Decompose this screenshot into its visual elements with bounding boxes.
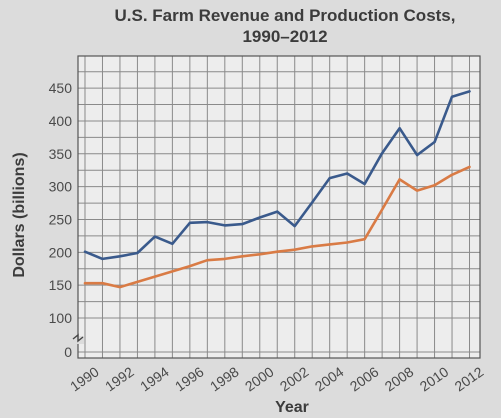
y-tick-label: 350 <box>49 146 73 162</box>
y-tick-label: 450 <box>49 80 73 96</box>
plot-background <box>78 56 480 358</box>
x-tick-label: 1994 <box>137 363 172 394</box>
x-tick-label: 1998 <box>207 363 242 394</box>
chart-title-line-1: U.S. Farm Revenue and Production Costs, <box>114 6 456 25</box>
x-tick-label: 2000 <box>242 363 277 394</box>
x-tick-label: 1996 <box>172 363 207 394</box>
x-tick-labels: 1990 1992 1994 1996 1998 2000 2002 2004 2006 2008… <box>67 363 486 394</box>
grid-lines <box>77 55 481 359</box>
series-line-2 <box>83 165 471 289</box>
x-tick-label: 2006 <box>347 363 382 394</box>
y-tick-label: 150 <box>49 277 73 293</box>
x-tick-label: 2010 <box>417 363 452 394</box>
y-tick-labels: 0 100 150 200 250 300 350 400 450 <box>49 80 73 360</box>
x-tick-label: 1992 <box>102 363 137 394</box>
y-tick-label: 300 <box>49 179 73 195</box>
y-tick-label: 250 <box>49 211 73 227</box>
x-tick-label: 2004 <box>312 363 347 394</box>
y-axis-label: Dollars (billions) <box>11 152 28 277</box>
axis-break-zigzag <box>72 333 84 343</box>
x-axis-label: Year <box>275 399 309 416</box>
series-line-1 <box>83 90 471 261</box>
chart-title-line-2: 1990–2012 <box>242 27 328 46</box>
x-tick-label: 2012 <box>452 363 487 394</box>
series-lines <box>83 90 471 289</box>
x-tick-label: 2002 <box>277 363 312 394</box>
y-tick-label: 0 <box>64 344 72 360</box>
y-tick-label: 200 <box>49 244 73 260</box>
x-tick-label: 1990 <box>67 363 102 394</box>
y-tick-label: 400 <box>49 113 73 129</box>
y-tick-label: 100 <box>49 310 73 326</box>
plot-border <box>77 55 481 359</box>
x-tick-label: 2008 <box>382 363 417 394</box>
axis-break-marker <box>72 333 84 344</box>
